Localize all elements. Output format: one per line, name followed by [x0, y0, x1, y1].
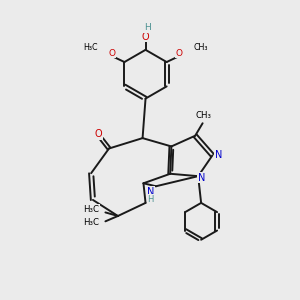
Text: N: N	[198, 172, 206, 183]
Text: CH₃: CH₃	[194, 43, 208, 52]
Text: H: H	[144, 23, 150, 32]
Text: N: N	[215, 150, 222, 160]
Text: H: H	[147, 195, 154, 204]
Text: CH₃: CH₃	[196, 111, 212, 120]
Text: O: O	[108, 49, 115, 58]
Text: N: N	[147, 187, 154, 196]
Text: O: O	[95, 129, 102, 139]
Text: O: O	[142, 32, 149, 42]
Text: H₃C: H₃C	[83, 218, 100, 227]
Text: H₃C: H₃C	[83, 43, 98, 52]
Text: H₃C: H₃C	[83, 205, 100, 214]
Text: O: O	[176, 49, 183, 58]
